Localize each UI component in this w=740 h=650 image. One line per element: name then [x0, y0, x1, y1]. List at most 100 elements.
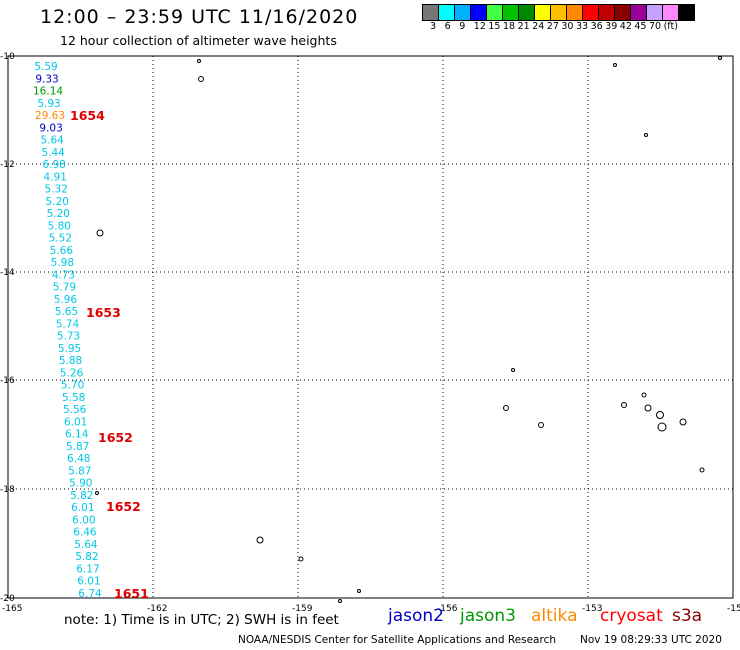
island-outline: [644, 404, 652, 412]
x-axis-tick: -159: [292, 604, 313, 614]
x-axis-tick: -165: [2, 604, 22, 614]
color-legend-label: 9: [459, 21, 466, 32]
color-legend-label: 30: [561, 21, 574, 32]
wave-height-label: 5.93: [37, 98, 60, 110]
wave-height-label: 5.70: [61, 380, 84, 392]
island-outline: [503, 405, 509, 411]
island-outline: [613, 63, 617, 67]
wave-height-label: 9.33: [35, 73, 58, 85]
wave-height-label: 5.20: [46, 196, 69, 208]
wave-height-label: 5.65: [55, 306, 78, 318]
wave-height-label: 5.66: [50, 245, 74, 257]
wave-height-label: 5.88: [59, 355, 82, 367]
wave-height-label: 4.73: [52, 269, 75, 281]
wave-height-label: 5.96: [54, 294, 78, 306]
island-outline: [197, 59, 201, 63]
color-legend-label: 12: [473, 21, 486, 32]
wave-height-label: 5.44: [41, 147, 65, 159]
wave-height-label: 6.48: [67, 453, 90, 465]
x-axis-tick: -162: [147, 604, 167, 614]
wave-height-label: 5.79: [53, 282, 76, 294]
pass-time-label: 1654: [70, 108, 105, 123]
island-outline: [511, 368, 515, 372]
wave-height-label: 6.14: [65, 429, 89, 441]
wave-height-label: 5.73: [57, 331, 80, 343]
island-outline: [256, 536, 264, 544]
wave-height-label: 6.98: [42, 159, 65, 171]
wave-height-label: 5.95: [58, 343, 81, 355]
y-axis-tick: -14: [0, 268, 15, 278]
color-legend-label: 15: [488, 21, 501, 32]
x-axis-tick: -150: [727, 604, 740, 614]
satellite-legend-item: cryosat: [600, 606, 663, 626]
y-axis-tick: -16: [0, 376, 15, 386]
color-legend-label: 6: [444, 21, 451, 32]
map-frame: [7, 55, 734, 599]
island-outline: [621, 402, 627, 408]
color-swatch: [678, 4, 695, 21]
wave-height-label: 6.74: [78, 588, 102, 600]
wave-height-label: 5.87: [68, 465, 91, 477]
island-outline: [298, 556, 304, 562]
wave-height-label: 6.46: [73, 527, 97, 539]
color-legend-label: 27: [546, 21, 559, 32]
pass-time-label: 1652: [98, 430, 133, 445]
color-legend-label: (ft): [663, 21, 678, 32]
pass-time-label: 1652: [106, 499, 141, 514]
wave-height-label: 5.56: [63, 404, 87, 416]
pass-time-label: 1653: [86, 305, 121, 320]
island-outline: [95, 491, 99, 495]
generation-timestamp: Nov 19 08:29:33 UTC 2020: [580, 634, 722, 646]
wave-height-label: 9.03: [39, 122, 62, 134]
color-legend-label: 33: [576, 21, 589, 32]
island-outline: [718, 56, 722, 60]
wave-height-label: 5.90: [69, 478, 92, 490]
color-legend-label: 42: [619, 21, 632, 32]
island-outline: [644, 133, 648, 137]
wave-height-label: 5.58: [62, 392, 85, 404]
color-legend-label: 39: [605, 21, 618, 32]
pass-time-label: 1651: [114, 586, 149, 601]
wave-height-label: 29.63: [35, 110, 65, 122]
color-legend: [422, 4, 695, 21]
island-outline: [338, 599, 342, 603]
island-outline: [96, 229, 104, 237]
satellite-legend-item: jason3: [460, 606, 516, 626]
satellite-legend-item: jason2: [388, 606, 444, 626]
y-axis-tick: -12: [0, 160, 15, 170]
satellite-legend-item: s3a: [672, 606, 703, 626]
satellite-legend-item: altika: [531, 606, 578, 626]
wave-height-label: 5.82: [70, 490, 93, 502]
color-legend-label: 70: [649, 21, 662, 32]
island-outline: [679, 418, 687, 426]
credit-line: NOAA/NESDIS Center for Satellite Applica…: [238, 634, 556, 646]
island-outline: [656, 411, 664, 419]
color-legend-label: 45: [634, 21, 647, 32]
wave-height-label: 6.00: [72, 514, 95, 526]
y-axis-tick: -18: [0, 485, 15, 495]
island-outline: [657, 422, 667, 432]
footnote: note: 1) Time is in UTC; 2) SWH is in fe…: [64, 612, 339, 628]
color-legend-label: 3: [430, 21, 437, 32]
wave-height-label: 6.17: [76, 563, 99, 575]
color-legend-label: 24: [532, 21, 545, 32]
wave-height-label: 5.64: [40, 135, 64, 147]
island-outline: [641, 392, 647, 398]
wave-height-label: 5.32: [45, 184, 68, 196]
color-legend-label: 21: [517, 21, 530, 32]
wave-height-label: 4.91: [44, 171, 67, 183]
wave-height-label: 6.01: [64, 416, 87, 428]
wave-height-label: 16.14: [33, 86, 63, 98]
island-outline: [198, 76, 204, 82]
color-legend-label: 18: [503, 21, 516, 32]
island-outline: [538, 422, 544, 428]
wave-height-label: 6.01: [77, 576, 100, 588]
wave-height-label: 6.01: [71, 502, 94, 514]
wave-height-label: 5.87: [66, 441, 89, 453]
map-title: 12:00 – 23:59 UTC 11/16/2020: [40, 6, 359, 28]
y-axis-tick: -10: [0, 52, 15, 62]
y-axis-tick: -20: [0, 594, 15, 604]
wave-height-label: 5.98: [51, 257, 74, 269]
wave-height-label: 5.52: [49, 233, 72, 245]
